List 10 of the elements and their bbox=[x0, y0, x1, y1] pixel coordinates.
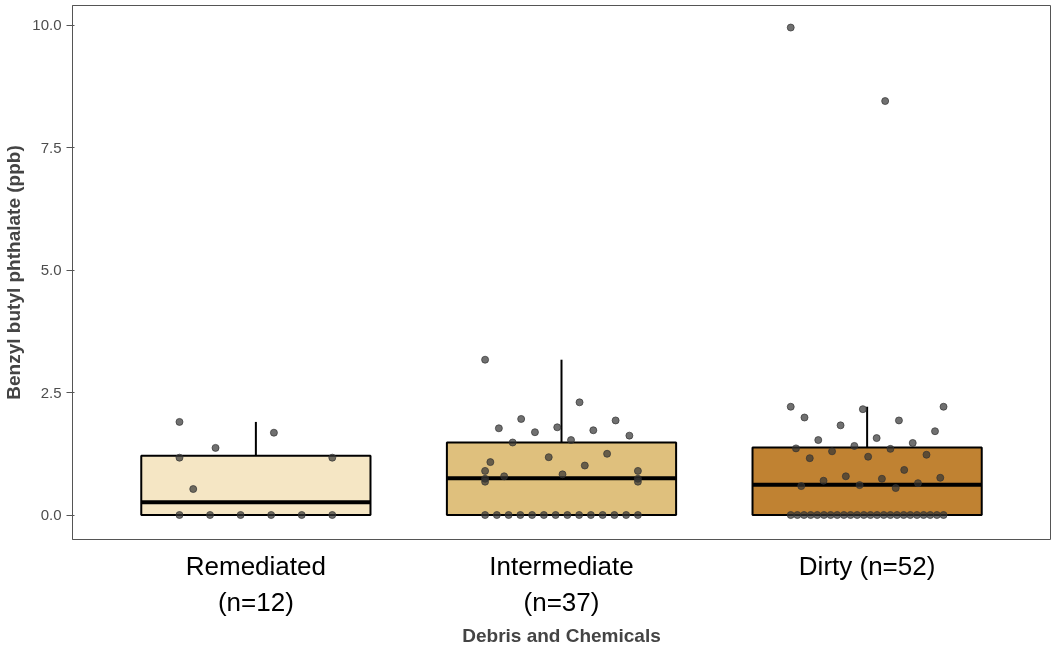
y-tick-label: 10.0 bbox=[32, 16, 62, 34]
y-tick-label: 2.5 bbox=[40, 383, 62, 401]
y-tick-label: 5.0 bbox=[40, 261, 62, 279]
y-tick-label: 7.5 bbox=[40, 138, 62, 156]
x-tick-label: Dirty (n=52) bbox=[798, 550, 936, 581]
y-axis-title: Benzyl butyl phthalate (ppb) bbox=[3, 145, 25, 400]
x-axis-title: Debris and Chemicals bbox=[462, 624, 661, 646]
x-tick-label: Intermediate (n=37) bbox=[489, 550, 634, 617]
y-tick-label: 0.0 bbox=[40, 506, 62, 523]
x-tick-label: Remediated (n=12) bbox=[185, 550, 326, 617]
